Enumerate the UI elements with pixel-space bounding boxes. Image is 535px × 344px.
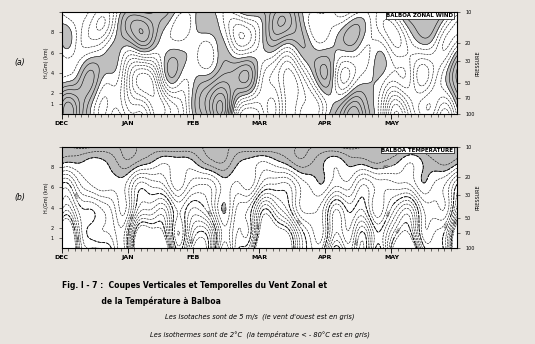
Y-axis label: H.(Gm) (km): H.(Gm) (km) xyxy=(44,48,49,78)
Y-axis label: H.(Gm) (km): H.(Gm) (km) xyxy=(44,182,49,213)
Text: -70: -70 xyxy=(224,206,228,213)
Text: -60: -60 xyxy=(444,221,450,229)
Text: -60: -60 xyxy=(205,209,212,217)
Text: -60: -60 xyxy=(294,219,301,226)
Text: -50: -50 xyxy=(166,242,172,249)
Text: -50: -50 xyxy=(257,222,261,229)
Text: -60: -60 xyxy=(72,192,78,200)
Text: -70: -70 xyxy=(382,165,389,170)
Text: -50: -50 xyxy=(73,234,78,241)
Text: -60: -60 xyxy=(386,210,392,217)
Text: (b): (b) xyxy=(14,193,25,202)
Text: Fig. I - 7 :  Coupes Verticales et Temporelles du Vent Zonal et: Fig. I - 7 : Coupes Verticales et Tempor… xyxy=(62,281,326,290)
Text: -50: -50 xyxy=(453,218,460,226)
Text: Les Isotaches sont de 5 m/s  (le vent d'ouest est en gris): Les Isotaches sont de 5 m/s (le vent d'o… xyxy=(165,314,354,320)
Text: BALBOA TEMPERATURE: BALBOA TEMPERATURE xyxy=(381,148,454,153)
Text: (a): (a) xyxy=(14,58,25,67)
Y-axis label: PRESSURE: PRESSURE xyxy=(476,50,481,76)
Text: de la Température à Balboa: de la Température à Balboa xyxy=(62,297,220,307)
Text: -60: -60 xyxy=(130,212,136,220)
Text: -50: -50 xyxy=(190,237,196,245)
Text: -50: -50 xyxy=(395,226,402,234)
Y-axis label: PRESSURE: PRESSURE xyxy=(476,185,481,210)
Text: -50: -50 xyxy=(355,238,360,246)
Text: BALBOA ZONAL WIND: BALBOA ZONAL WIND xyxy=(386,13,454,18)
Text: Les isothermes sont de 2°C  (la température < - 80°C est en gris): Les isothermes sont de 2°C (la températu… xyxy=(150,330,369,338)
